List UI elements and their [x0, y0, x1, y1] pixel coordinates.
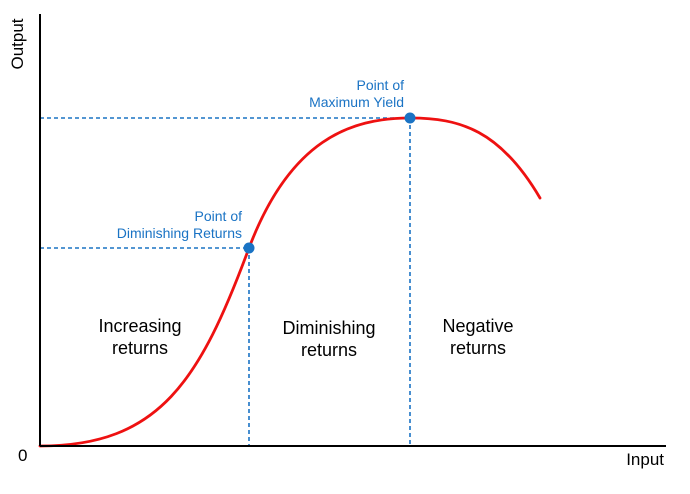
- production-curve: [38, 116, 542, 448]
- maximum-yield-annotation: Point of Maximum Yield: [309, 77, 404, 111]
- maximum-yield-point: [404, 112, 416, 124]
- origin-label: 0: [18, 446, 28, 465]
- negative-returns-line1: Negative: [442, 316, 514, 336]
- diminishing-returns-line2: Diminishing Returns: [116, 224, 242, 241]
- increasing-returns-line1: Increasing: [98, 316, 182, 336]
- x-axis-label: Input: [626, 450, 664, 469]
- diminishing-returns-label: Diminishing returns: [282, 318, 375, 361]
- negative-returns-label: Negative returns: [442, 316, 513, 359]
- diminishing-returns-region-line2: returns: [300, 339, 358, 360]
- increasing-returns-label: Increasing returns: [98, 316, 181, 359]
- diminishing-returns-point: [243, 242, 255, 254]
- diminishing-returns-region-line1: Diminishing: [282, 318, 376, 338]
- negative-returns-line2: returns: [449, 337, 507, 358]
- diminishing-returns-line1: Point of: [194, 208, 242, 224]
- diminishing-returns-annotation: Point of Diminishing Returns: [117, 208, 242, 242]
- y-axis-label: Output: [7, 18, 27, 70]
- increasing-returns-line2: returns: [111, 337, 169, 358]
- maximum-yield-line2: Maximum Yield: [309, 93, 404, 110]
- maximum-yield-line1: Point of: [356, 77, 404, 93]
